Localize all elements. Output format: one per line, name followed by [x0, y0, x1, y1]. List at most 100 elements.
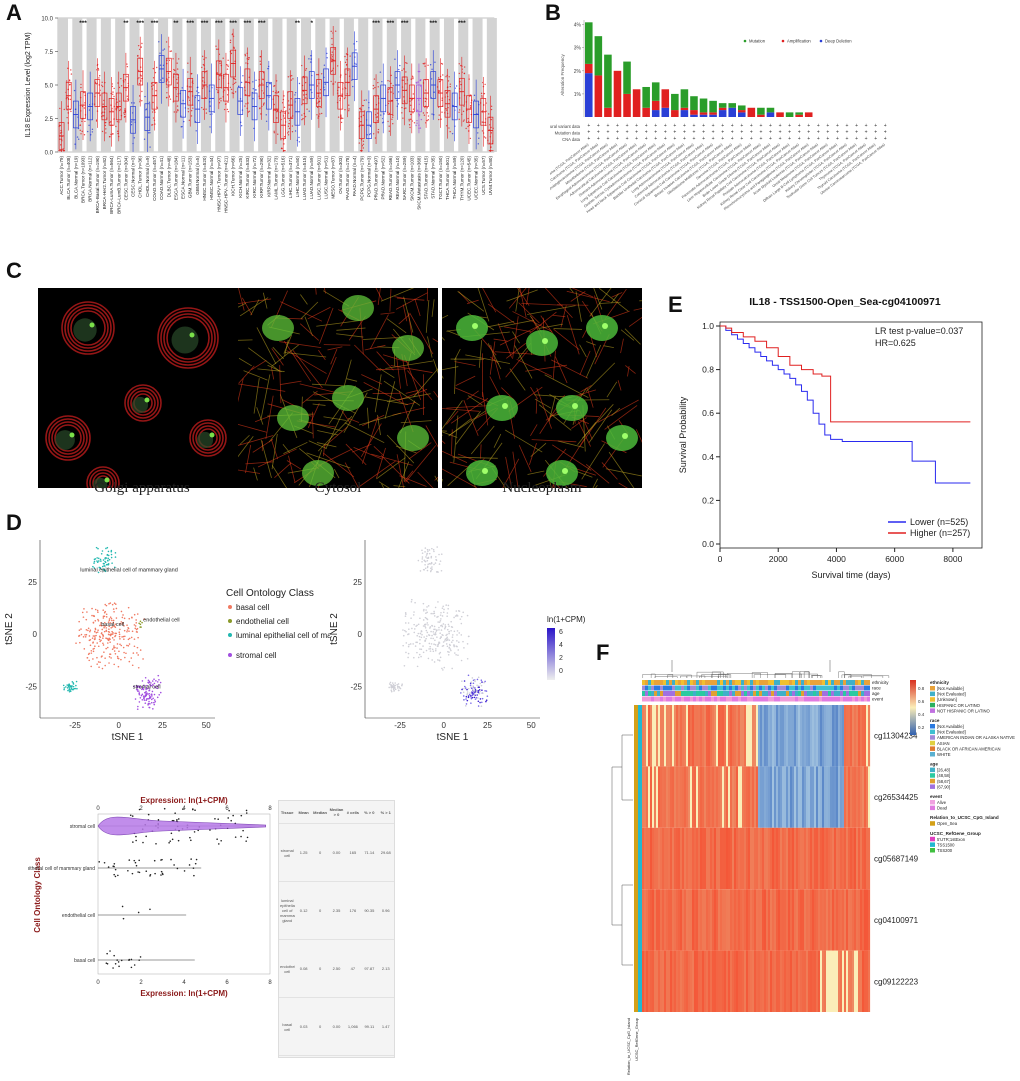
tsne-point	[419, 638, 421, 641]
tsne-point	[449, 644, 451, 647]
tsne-point	[407, 652, 410, 655]
heatmap-cell	[832, 705, 835, 767]
tsne-point	[87, 629, 89, 632]
cytoskeleton-fiber	[354, 344, 381, 372]
data-point	[176, 82, 179, 84]
violin-point	[117, 874, 119, 877]
data-point	[233, 47, 235, 49]
caption-golgi: Golgi apparatus	[94, 480, 190, 496]
data-point	[159, 52, 161, 54]
tsne-point	[108, 631, 111, 633]
tsne-point	[108, 558, 111, 561]
cytoskeleton-fiber	[311, 383, 345, 387]
data-point	[97, 67, 100, 70]
annotation-cell	[804, 685, 807, 691]
tsne-point	[418, 635, 421, 638]
tsne-point	[458, 641, 460, 644]
tsne-point	[464, 685, 466, 688]
tsne-point	[390, 690, 393, 693]
tsne-point	[114, 556, 117, 558]
tsne-point	[457, 610, 460, 612]
tsne-point	[393, 684, 395, 687]
data-point	[88, 124, 90, 127]
tsne-point	[126, 629, 129, 631]
nucleus	[456, 315, 488, 341]
tsne-point	[115, 607, 118, 610]
heatmap-cell	[654, 766, 657, 828]
data-point	[244, 55, 247, 57]
tsne-point	[426, 618, 429, 621]
tsne-point	[423, 608, 425, 611]
tsne-point	[426, 552, 429, 555]
tsne-point	[69, 686, 72, 688]
tsne-point	[111, 630, 113, 633]
tsne-point	[456, 630, 459, 632]
tsne-point	[153, 693, 156, 696]
data-point	[247, 111, 250, 113]
table-cell: 29.68	[380, 850, 391, 855]
pvalue-annotation: LR test p-value=0.037	[875, 326, 963, 336]
table-header-cell: % > 0	[364, 809, 375, 815]
cytoskeleton-fiber	[552, 314, 566, 318]
cytoskeleton-fiber	[362, 414, 385, 427]
legend-swatch	[743, 39, 747, 43]
heatmap-cell	[746, 889, 749, 951]
tsne-point	[392, 683, 395, 686]
cytoskeleton-fiber	[617, 380, 622, 391]
tsne-point	[433, 550, 435, 553]
annotation-cell	[705, 696, 708, 702]
tsne-point	[152, 683, 154, 686]
heatmap-cell	[670, 766, 673, 828]
data-point	[463, 105, 465, 107]
chart-title: IL18 - TSS1500-Open_Sea-cg04100971	[749, 296, 941, 308]
table-cell: 1,066	[347, 1024, 358, 1029]
table-header-cell: Median > 0	[329, 807, 344, 817]
violin-bottom-tick: 2	[139, 980, 143, 986]
annotation-cell	[819, 696, 822, 702]
data-point	[290, 79, 293, 81]
tsne-point	[108, 662, 110, 664]
table-cell: 0.00	[332, 1024, 341, 1029]
tsne-point	[407, 656, 409, 659]
annotation-cell	[780, 696, 783, 702]
tsne-point	[148, 687, 150, 689]
annotation-cell	[834, 691, 837, 696]
data-point	[154, 82, 157, 85]
tsne-point	[430, 569, 432, 572]
tsne-point	[442, 623, 445, 625]
annotation-cell	[816, 696, 819, 702]
data-point	[102, 111, 104, 113]
annotation-cell	[813, 685, 816, 691]
heatmap-cell	[738, 705, 741, 767]
data-point	[227, 101, 229, 103]
heatmap-cell	[716, 705, 719, 767]
data-point	[294, 92, 297, 94]
data-point	[334, 30, 337, 32]
data-point	[424, 106, 426, 108]
annotation-cell	[669, 696, 672, 702]
y-axis-label: Alteration Frequency	[560, 53, 565, 95]
x-category-label: PCPG.Normal (n=3)	[366, 156, 371, 198]
cytoskeleton-fiber	[530, 386, 538, 399]
cytoskeleton-fiber	[489, 376, 502, 399]
annotation-cell	[687, 685, 690, 691]
data-point	[190, 115, 193, 117]
data-availability-mark: +	[846, 136, 849, 142]
legend-title: UCSC_RefGene_Group	[930, 831, 981, 836]
data-availability-mark: +	[769, 136, 772, 142]
data-point	[70, 110, 72, 113]
bar-mutation	[766, 107, 775, 113]
heatmap-cell	[796, 950, 799, 1012]
data-point	[416, 109, 419, 111]
heatmap-cell	[826, 766, 829, 828]
significance-marker: ***	[372, 20, 380, 27]
annotation-cell	[804, 691, 807, 696]
cytoskeleton-fiber	[470, 425, 495, 455]
x-category-label: HNSC-HPV+.Tumor (n=97)	[216, 156, 221, 212]
data-point	[383, 113, 385, 115]
data-point	[344, 96, 346, 98]
data-point	[304, 115, 307, 118]
heatmap-cell	[674, 827, 677, 890]
heatmap-cell	[862, 889, 865, 951]
tsne-point	[146, 684, 148, 687]
